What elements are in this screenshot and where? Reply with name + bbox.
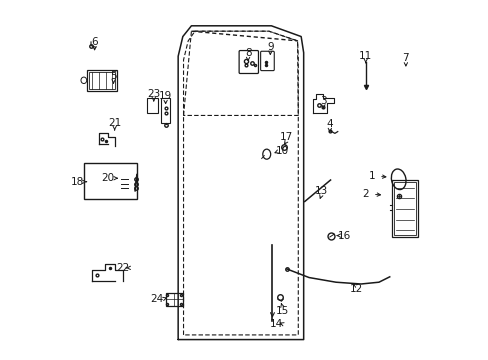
Text: 16: 16 [338,231,351,240]
Text: 10: 10 [275,146,288,156]
Bar [83,163,137,199]
Bar [391,180,417,237]
Text: 24: 24 [150,294,163,304]
Text: 6: 6 [91,37,98,47]
Text: 23: 23 [147,89,160,99]
Text: 4: 4 [326,120,332,129]
Bar [89,72,115,89]
Bar [165,293,183,306]
Bar [394,182,415,235]
Text: 13: 13 [314,186,327,196]
Text: 1: 1 [368,171,374,181]
Text: 20: 20 [101,173,114,183]
Text: 7: 7 [402,53,408,63]
Bar [147,98,158,113]
Text: 3: 3 [320,96,326,106]
Text: 9: 9 [266,42,273,51]
Text: 15: 15 [275,306,288,316]
Text: 17: 17 [280,132,293,142]
Text: 21: 21 [108,118,121,128]
Text: 12: 12 [349,284,362,294]
Text: 18: 18 [71,177,84,187]
Text: 22: 22 [116,263,129,273]
Text: 5: 5 [110,71,117,81]
Bar [161,98,169,123]
Bar [86,69,117,91]
Text: 14: 14 [269,319,283,329]
Text: 2: 2 [362,189,368,199]
Text: 19: 19 [159,91,172,101]
Text: 8: 8 [244,48,251,58]
Text: 11: 11 [358,51,371,61]
